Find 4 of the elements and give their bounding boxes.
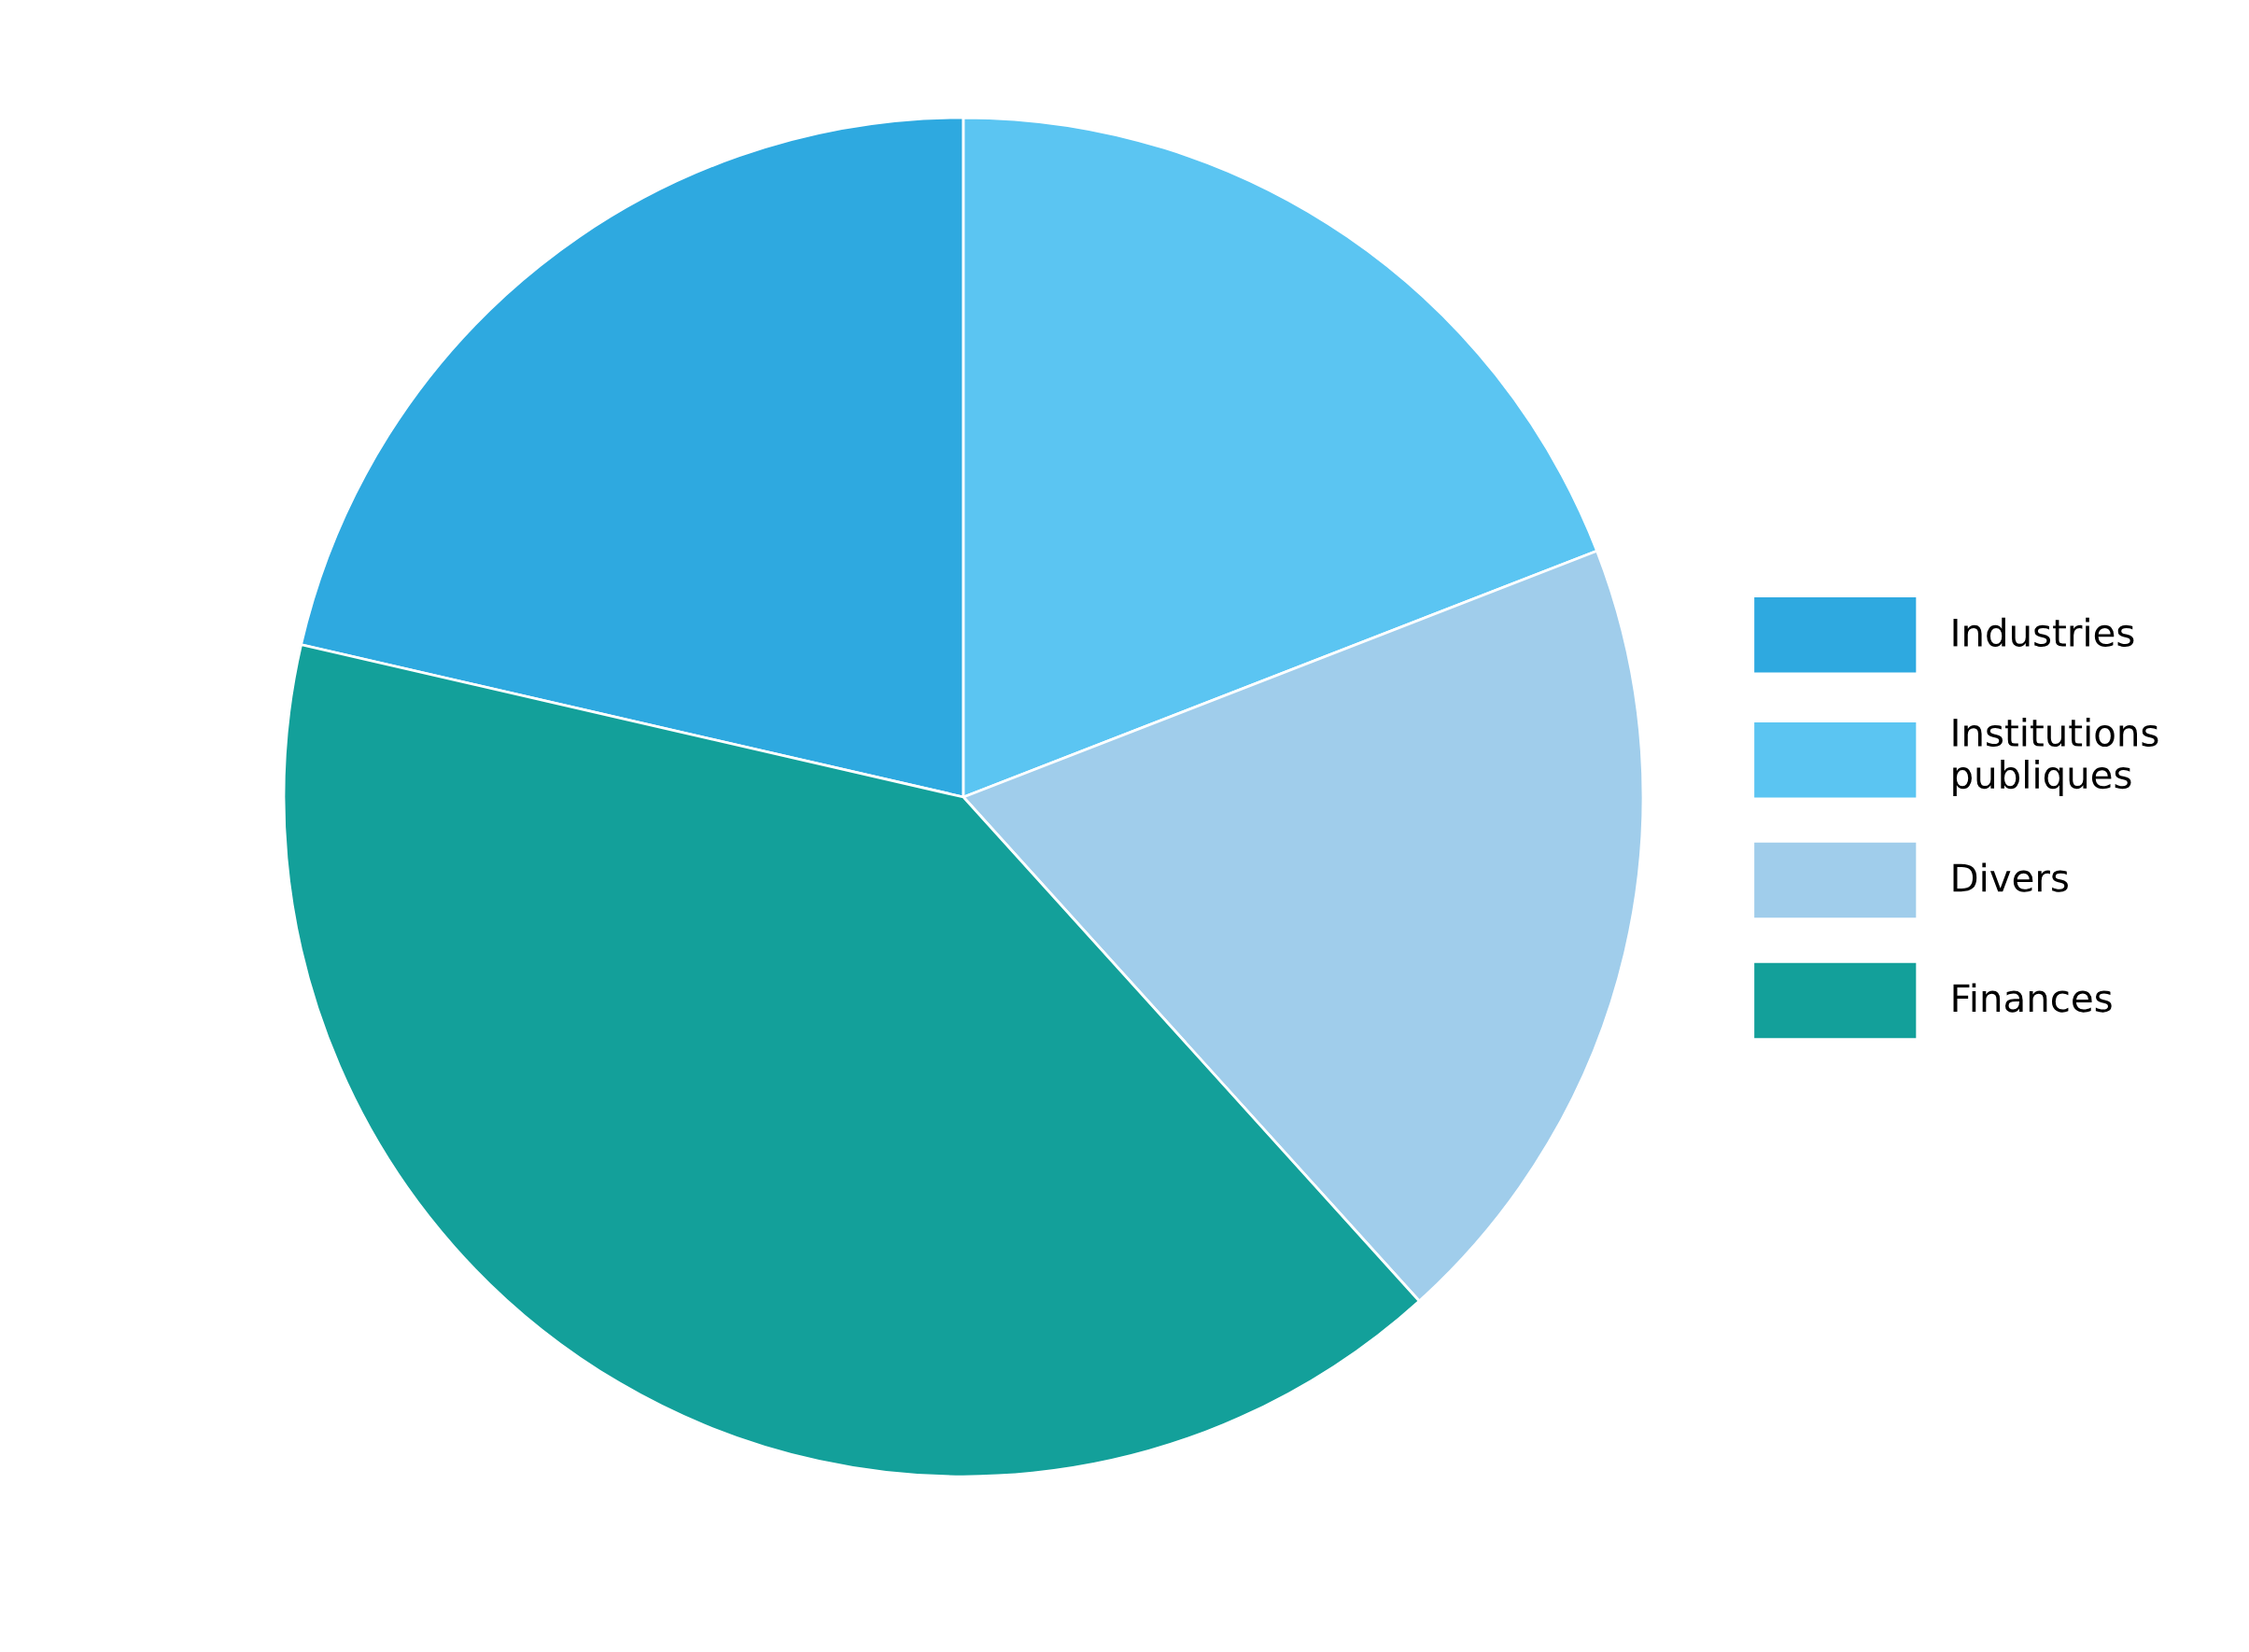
legend-label: Industries — [1953, 617, 2134, 647]
legend-label: Finances — [1953, 983, 2112, 1013]
legend-label: Institutions publiques — [1953, 717, 2158, 797]
legend-label: Divers — [1953, 862, 2068, 892]
